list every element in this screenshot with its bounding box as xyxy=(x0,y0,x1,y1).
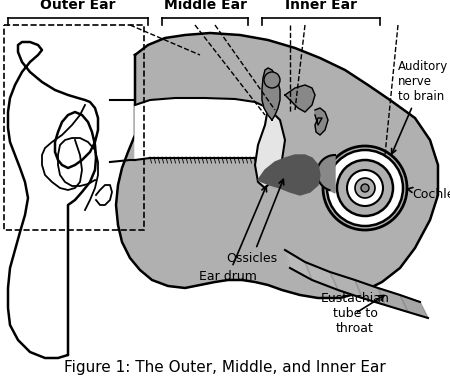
Polygon shape xyxy=(116,33,438,298)
Polygon shape xyxy=(400,295,428,318)
Text: Eustachian
tube to
throat: Eustachian tube to throat xyxy=(320,292,389,335)
Circle shape xyxy=(347,170,383,206)
Circle shape xyxy=(355,178,375,198)
Polygon shape xyxy=(378,288,408,312)
Polygon shape xyxy=(330,272,362,298)
Polygon shape xyxy=(315,108,328,135)
Circle shape xyxy=(264,72,280,88)
Polygon shape xyxy=(285,250,312,280)
Polygon shape xyxy=(262,68,280,120)
Polygon shape xyxy=(255,108,285,188)
Polygon shape xyxy=(135,98,268,162)
Text: Figure 1: The Outer, Middle, and Inner Ear: Figure 1: The Outer, Middle, and Inner E… xyxy=(64,360,386,375)
Text: Ear drum: Ear drum xyxy=(199,186,266,283)
Circle shape xyxy=(327,150,403,226)
Circle shape xyxy=(323,146,407,230)
Text: Inner Ear: Inner Ear xyxy=(285,0,357,12)
Polygon shape xyxy=(317,155,335,193)
Circle shape xyxy=(337,160,393,216)
Text: Middle Ear: Middle Ear xyxy=(163,0,247,12)
Polygon shape xyxy=(285,85,315,112)
Text: Ossicles: Ossicles xyxy=(226,179,284,265)
Polygon shape xyxy=(285,250,428,318)
Text: Auditory
nerve
to brain: Auditory nerve to brain xyxy=(392,60,448,154)
Polygon shape xyxy=(258,155,320,195)
Text: Cochlea: Cochlea xyxy=(406,188,450,201)
Bar xyxy=(4,25,144,230)
Circle shape xyxy=(361,184,369,192)
Polygon shape xyxy=(305,262,338,290)
Polygon shape xyxy=(355,280,385,305)
Text: Outer Ear: Outer Ear xyxy=(40,0,116,12)
